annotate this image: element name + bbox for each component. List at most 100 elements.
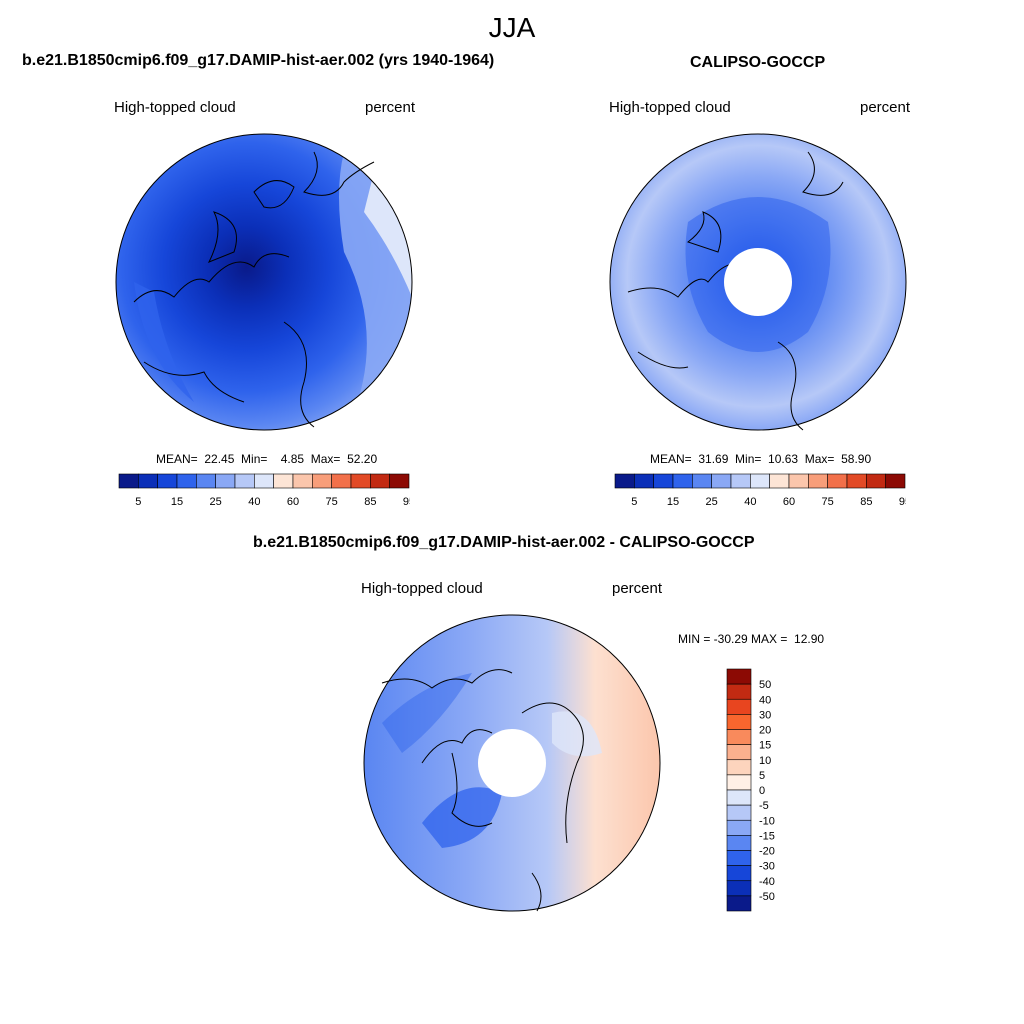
colorbar-swatch — [292, 473, 313, 489]
panel-3-title: b.e21.B1850cmip6.f09_g17.DAMIP-hist-aer.… — [253, 534, 755, 551]
colorbar-tick-label: 5 — [631, 496, 637, 508]
colorbar-swatch — [808, 473, 828, 489]
colorbar-swatch — [234, 473, 255, 489]
colorbar-swatch — [389, 473, 410, 489]
colorbar-tick-label: 85 — [860, 496, 872, 508]
colorbar-swatch — [726, 819, 752, 836]
missing-data-hole — [724, 248, 792, 316]
panel-2-units: percent — [860, 99, 911, 116]
colorbar-swatch — [350, 473, 371, 489]
coastlines — [133, 151, 375, 428]
panel-2-variable: High-topped cloud — [609, 99, 731, 116]
colorbar-swatch — [312, 473, 332, 489]
colorbar-swatch — [726, 835, 752, 851]
colorbar-tick-label: -50 — [759, 891, 775, 903]
colorbar-tick-label: 15 — [171, 496, 183, 508]
colorbar-swatch — [726, 744, 752, 761]
colorbar-tick-label: 25 — [706, 496, 718, 508]
colorbar-swatch — [692, 473, 712, 489]
polar-map-difference — [363, 614, 661, 912]
colorbar-swatch — [331, 473, 352, 489]
page-title: JJA — [488, 12, 536, 43]
colorbar-swatch — [614, 473, 635, 489]
colorbar-tick-label: 30 — [759, 709, 771, 721]
colorbar-tick-label: 95 — [403, 496, 410, 508]
colorbar-tick-label: 20 — [759, 725, 771, 737]
colorbar-swatch — [726, 714, 752, 730]
panel-1-title: b.e21.B1850cmip6.f09_g17.DAMIP-hist-aer.… — [22, 52, 495, 69]
colorbar-tick-label: 5 — [135, 496, 141, 508]
colorbar-tick-label: 95 — [899, 496, 906, 508]
colorbar-swatch — [118, 473, 139, 489]
colorbar-tick-label: 75 — [822, 496, 834, 508]
colorbar-tick-label: 10 — [759, 755, 771, 767]
colorbar-tick-label: -10 — [759, 815, 775, 827]
colorbar-swatch — [750, 473, 770, 489]
colorbar-tick-label: 85 — [364, 496, 376, 508]
panel-1-variable: High-topped cloud — [114, 99, 236, 116]
colorbar-swatch — [788, 473, 809, 489]
colorbar-tick-label: 60 — [287, 496, 299, 508]
colorbar-swatch — [726, 789, 752, 806]
polar-map-observed — [609, 133, 907, 431]
colorbar-swatch — [726, 895, 752, 912]
colorbar-tick-label: 40 — [744, 496, 756, 508]
colorbar-swatch — [726, 774, 752, 791]
colorbar-swatch — [215, 473, 236, 489]
colorbar-tick-label: -30 — [759, 861, 775, 873]
colorbar-model: 5 15 25 40 60 75 85 95 — [118, 473, 410, 508]
colorbar-tick-label: -40 — [759, 876, 775, 888]
panel-1-stats: MEAN= 22.45 Min= 4.85 Max= 52.20 — [156, 452, 378, 466]
colorbar-swatch — [176, 473, 197, 489]
colorbar-swatch — [726, 668, 752, 685]
coastlines — [381, 669, 584, 912]
colorbar-tick-label: 25 — [210, 496, 222, 508]
colorbar-swatch — [254, 473, 274, 489]
panel-3-units: percent — [612, 580, 663, 597]
colorbar-swatch — [726, 683, 752, 700]
colorbar-swatch — [730, 473, 751, 489]
colorbar-tick-label: 40 — [759, 694, 771, 706]
colorbar-tick-label: 0 — [759, 785, 765, 797]
colorbar-swatch — [672, 473, 693, 489]
colorbar-swatch — [726, 850, 752, 866]
colorbar-tick-label: 15 — [667, 496, 679, 508]
colorbar-swatch — [846, 473, 867, 489]
colorbar-tick-label: 50 — [759, 679, 771, 691]
coastlines — [627, 151, 844, 431]
colorbar-swatch — [653, 473, 674, 489]
colorbar-swatch — [866, 473, 886, 489]
colorbar-swatch — [769, 473, 790, 489]
panel-1-units: percent — [365, 99, 416, 116]
colorbar-swatch — [885, 473, 906, 489]
panel-2-title: CALIPSO-GOCCP — [690, 54, 826, 71]
colorbar-tick-label: 60 — [783, 496, 795, 508]
colorbar-tick-label: -5 — [759, 800, 769, 812]
colorbar-tick-label: -15 — [759, 830, 775, 842]
colorbar-swatch — [726, 880, 752, 897]
panel-2-stats: MEAN= 31.69 Min= 10.63 Max= 58.90 — [650, 452, 872, 466]
colorbar-swatch — [157, 473, 178, 489]
colorbar-swatch — [711, 473, 732, 489]
colorbar-swatch — [726, 804, 752, 821]
colorbar-tick-label: 75 — [326, 496, 338, 508]
missing-data-hole — [478, 729, 546, 797]
colorbar-swatch — [370, 473, 390, 489]
colorbar-swatch — [196, 473, 216, 489]
colorbar-swatch — [273, 473, 294, 489]
model-cloud-field — [116, 134, 412, 430]
colorbar-tick-label: 5 — [759, 770, 765, 782]
colorbar-observed: 5 15 25 40 60 75 85 95 — [614, 473, 906, 508]
panel-3-variable: High-topped cloud — [361, 580, 483, 597]
panel-3-stats: MIN = -30.29 MAX = 12.90 — [678, 632, 825, 646]
colorbar-swatch — [138, 473, 158, 489]
colorbar-tick-label: -20 — [759, 846, 775, 858]
colorbar-swatch — [726, 865, 752, 882]
colorbar-swatch — [726, 759, 752, 776]
colorbar-tick-label: 40 — [248, 496, 260, 508]
colorbar-tick-label: 15 — [759, 740, 771, 752]
colorbar-swatch — [726, 698, 752, 715]
colorbar-swatch — [827, 473, 848, 489]
polar-map-model — [115, 133, 413, 431]
